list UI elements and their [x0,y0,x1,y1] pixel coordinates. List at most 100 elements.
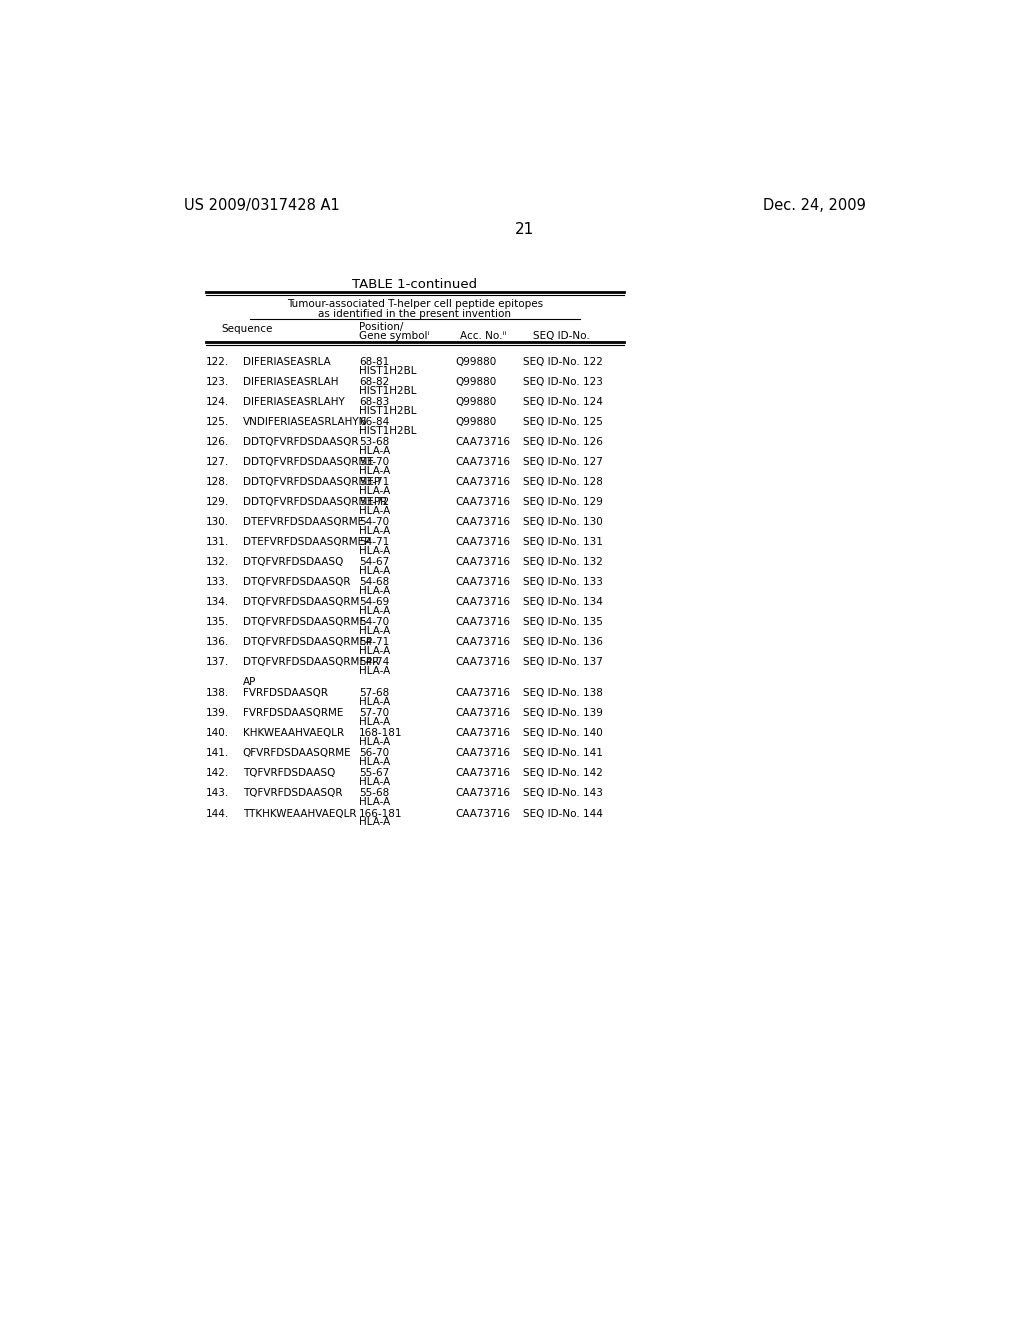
Text: SEQ ID-No. 132: SEQ ID-No. 132 [523,557,603,568]
Text: TQFVRFDSDAASQR: TQFVRFDSDAASQR [243,788,342,799]
Text: DDTQFVRFDSDAASQRMEP: DDTQFVRFDSDAASQRMEP [243,478,380,487]
Text: CAA73716: CAA73716 [455,478,510,487]
Text: CAA73716: CAA73716 [455,437,510,447]
Text: DTQFVRFDSDAASQR: DTQFVRFDSDAASQR [243,577,350,587]
Text: 54-68: 54-68 [359,577,389,587]
Text: Dec. 24, 2009: Dec. 24, 2009 [763,198,866,214]
Text: CAA73716: CAA73716 [455,809,510,818]
Text: SEQ ID-No. 123: SEQ ID-No. 123 [523,378,603,387]
Text: 57-68: 57-68 [359,689,389,698]
Text: SEQ ID-No. 142: SEQ ID-No. 142 [523,768,603,779]
Text: FVRFDSDAASQR: FVRFDSDAASQR [243,689,328,698]
Text: DTQFVRFDSDAASQRM: DTQFVRFDSDAASQRM [243,597,359,607]
Text: SEQ ID-No. 136: SEQ ID-No. 136 [523,638,603,647]
Text: CAA73716: CAA73716 [455,729,510,738]
Text: CAA73716: CAA73716 [455,768,510,779]
Text: 53-71: 53-71 [359,478,389,487]
Text: CAA73716: CAA73716 [455,709,510,718]
Text: 53-72: 53-72 [359,498,389,507]
Text: SEQ ID-No. 124: SEQ ID-No. 124 [523,397,603,407]
Text: Position/: Position/ [359,322,403,331]
Text: DTQFVRFDSDAASQRMEPR: DTQFVRFDSDAASQRMEPR [243,657,379,668]
Text: 54-67: 54-67 [359,557,389,568]
Text: HIST1H2BL: HIST1H2BL [359,366,417,376]
Text: 144.: 144. [206,809,228,818]
Text: 68-83: 68-83 [359,397,389,407]
Text: Gene symbolⁱ: Gene symbolⁱ [359,331,429,341]
Text: as identified in the present invention: as identified in the present invention [318,309,511,318]
Text: SEQ ID-No. 144: SEQ ID-No. 144 [523,809,603,818]
Text: HLA-A: HLA-A [359,506,390,516]
Text: HLA-A: HLA-A [359,486,390,496]
Text: TABLE 1-continued: TABLE 1-continued [352,277,477,290]
Text: HLA-A: HLA-A [359,626,390,636]
Text: 54-74: 54-74 [359,657,389,668]
Text: 128.: 128. [206,478,228,487]
Text: DTQFVRFDSDAASQRME: DTQFVRFDSDAASQRME [243,618,366,627]
Text: 130.: 130. [206,517,228,527]
Text: 53-68: 53-68 [359,437,389,447]
Text: Acc. No.ⁱⁱ: Acc. No.ⁱⁱ [460,331,506,341]
Text: CAA73716: CAA73716 [455,537,510,548]
Text: 54-69: 54-69 [359,597,389,607]
Text: CAA73716: CAA73716 [455,457,510,467]
Text: CAA73716: CAA73716 [455,638,510,647]
Text: DTEFVRFDSDAASQRMEP: DTEFVRFDSDAASQRMEP [243,537,370,548]
Text: 54-71: 54-71 [359,537,389,548]
Text: HLA-A: HLA-A [359,466,390,477]
Text: 131.: 131. [206,537,228,548]
Text: SEQ ID-No.: SEQ ID-No. [532,331,589,341]
Text: SEQ ID-No. 134: SEQ ID-No. 134 [523,597,603,607]
Text: CAA73716: CAA73716 [455,597,510,607]
Text: CAA73716: CAA73716 [455,557,510,568]
Text: DTEFVRFDSDAASQRME: DTEFVRFDSDAASQRME [243,517,364,527]
Text: CAA73716: CAA73716 [455,577,510,587]
Text: HLA-A: HLA-A [359,667,390,676]
Text: 127.: 127. [206,457,228,467]
Text: HLA-A: HLA-A [359,717,390,727]
Text: 139.: 139. [206,709,228,718]
Text: 54-71: 54-71 [359,638,389,647]
Text: Q99880: Q99880 [455,378,497,387]
Text: SEQ ID-No. 140: SEQ ID-No. 140 [523,729,603,738]
Text: TTKHKWEAAHVAEQLR: TTKHKWEAAHVAEQLR [243,809,356,818]
Text: 129.: 129. [206,498,228,507]
Text: SEQ ID-No. 139: SEQ ID-No. 139 [523,709,603,718]
Text: DTQFVRFDSDAASQ: DTQFVRFDSDAASQ [243,557,343,568]
Text: QFVRFDSDAASQRME: QFVRFDSDAASQRME [243,748,351,759]
Text: SEQ ID-No. 130: SEQ ID-No. 130 [523,517,603,527]
Text: 140.: 140. [206,729,228,738]
Text: 132.: 132. [206,557,228,568]
Text: DIFERIASEASRLA: DIFERIASEASRLA [243,358,331,367]
Text: HIST1H2BL: HIST1H2BL [359,385,417,396]
Text: CAA73716: CAA73716 [455,618,510,627]
Text: HLA-A: HLA-A [359,586,390,597]
Text: 133.: 133. [206,577,228,587]
Text: CAA73716: CAA73716 [455,657,510,668]
Text: FVRFDSDAASQRME: FVRFDSDAASQRME [243,709,343,718]
Text: Q99880: Q99880 [455,397,497,407]
Text: DDTQFVRFDSDAASQRME: DDTQFVRFDSDAASQRME [243,457,374,467]
Text: 54-70: 54-70 [359,517,389,527]
Text: DIFERIASEASRLAH: DIFERIASEASRLAH [243,378,338,387]
Text: SEQ ID-No. 138: SEQ ID-No. 138 [523,689,603,698]
Text: VNDIFERIASEASRLAHYN: VNDIFERIASEASRLAHYN [243,417,367,428]
Text: 143.: 143. [206,788,228,799]
Text: 66-84: 66-84 [359,417,389,428]
Text: SEQ ID-No. 141: SEQ ID-No. 141 [523,748,603,759]
Text: AP: AP [243,677,256,688]
Text: DDTQFVRFDSDAASQR: DDTQFVRFDSDAASQR [243,437,358,447]
Text: HIST1H2BL: HIST1H2BL [359,407,417,416]
Text: HLA-A: HLA-A [359,647,390,656]
Text: Sequence: Sequence [221,323,272,334]
Text: 55-68: 55-68 [359,788,389,799]
Text: SEQ ID-No. 129: SEQ ID-No. 129 [523,498,603,507]
Text: CAA73716: CAA73716 [455,689,510,698]
Text: HLA-A: HLA-A [359,777,390,787]
Text: DIFERIASEASRLAHY: DIFERIASEASRLAHY [243,397,344,407]
Text: CAA73716: CAA73716 [455,517,510,527]
Text: 123.: 123. [206,378,228,387]
Text: 126.: 126. [206,437,228,447]
Text: SEQ ID-No. 135: SEQ ID-No. 135 [523,618,603,627]
Text: 53-70: 53-70 [359,457,389,467]
